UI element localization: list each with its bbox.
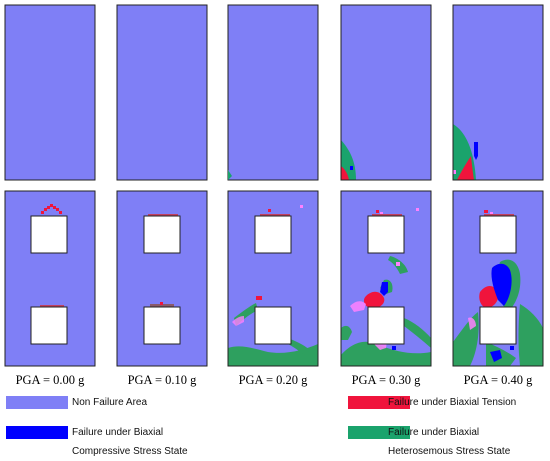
tension-zone: [341, 166, 349, 180]
legend-label-heterosemous-line2: Heterosemous Stress State: [388, 446, 511, 457]
legend-label-compressive-line2: Compressive Stress State: [72, 446, 188, 457]
opening-door: [143, 306, 181, 345]
opening-door: [30, 306, 68, 345]
legend-swatch-non-failure: [6, 396, 68, 409]
caption-pga-0-10: PGA = 0.10 g: [127, 373, 197, 387]
opening-window: [254, 215, 292, 254]
opening-window: [479, 215, 517, 254]
opening-window: [143, 215, 181, 254]
caption-pga-0-40: PGA = 0.40 g: [463, 373, 533, 387]
panel-top-pga-0-30: [340, 4, 432, 181]
legend-swatch-tension: [348, 396, 410, 409]
compressive-zone: [380, 282, 388, 296]
tension-zone: [41, 204, 62, 214]
legend-label-non-failure: Non Failure Area: [72, 397, 148, 408]
caption-pga-0-00: PGA = 0.00 g: [15, 373, 85, 387]
opening-door: [254, 306, 292, 345]
compressive-zone: [350, 166, 353, 170]
compressive-zone: [491, 263, 512, 306]
panel-bottom-pga-0-00: [4, 190, 96, 367]
legend-label-compressive-line1: Failure under Biaxial: [72, 427, 164, 438]
compressive-zone: [474, 142, 478, 160]
opening-door: [479, 306, 517, 345]
panel-bottom-pga-0-20: [227, 190, 319, 367]
panel-bottom-pga-0-30: [340, 190, 432, 367]
panel-top-pga-0-20: [227, 4, 319, 181]
panel-bottom-pga-0-10: [116, 190, 208, 367]
tension-zone: [457, 156, 474, 180]
heterosemous-zone: [228, 344, 318, 366]
legend-swatch-heterosemous: [348, 426, 410, 439]
panel-top-pga-0-40: [452, 4, 544, 181]
tension-zone: [363, 291, 385, 309]
opening-window: [367, 215, 405, 254]
panel-top-pga-0-10: [116, 4, 208, 181]
panel-bottom-pga-0-40: [452, 190, 544, 367]
legend-label-tension: Failure under Biaxial Tension: [388, 397, 517, 408]
legend-label-heterosemous-line1: Failure under Biaxial: [388, 427, 480, 438]
caption-pga-0-20: PGA = 0.20 g: [238, 373, 308, 387]
heterosemous-zone: [228, 170, 232, 180]
opening-door: [367, 306, 405, 345]
opening-window: [30, 215, 68, 254]
heterosemous-zone: [341, 341, 431, 366]
caption-pga-0-30: PGA = 0.30 g: [351, 373, 421, 387]
panel-top-pga-0-00: [4, 4, 96, 181]
legend-swatch-compressive: [6, 426, 68, 439]
tension-zone: [479, 286, 499, 308]
